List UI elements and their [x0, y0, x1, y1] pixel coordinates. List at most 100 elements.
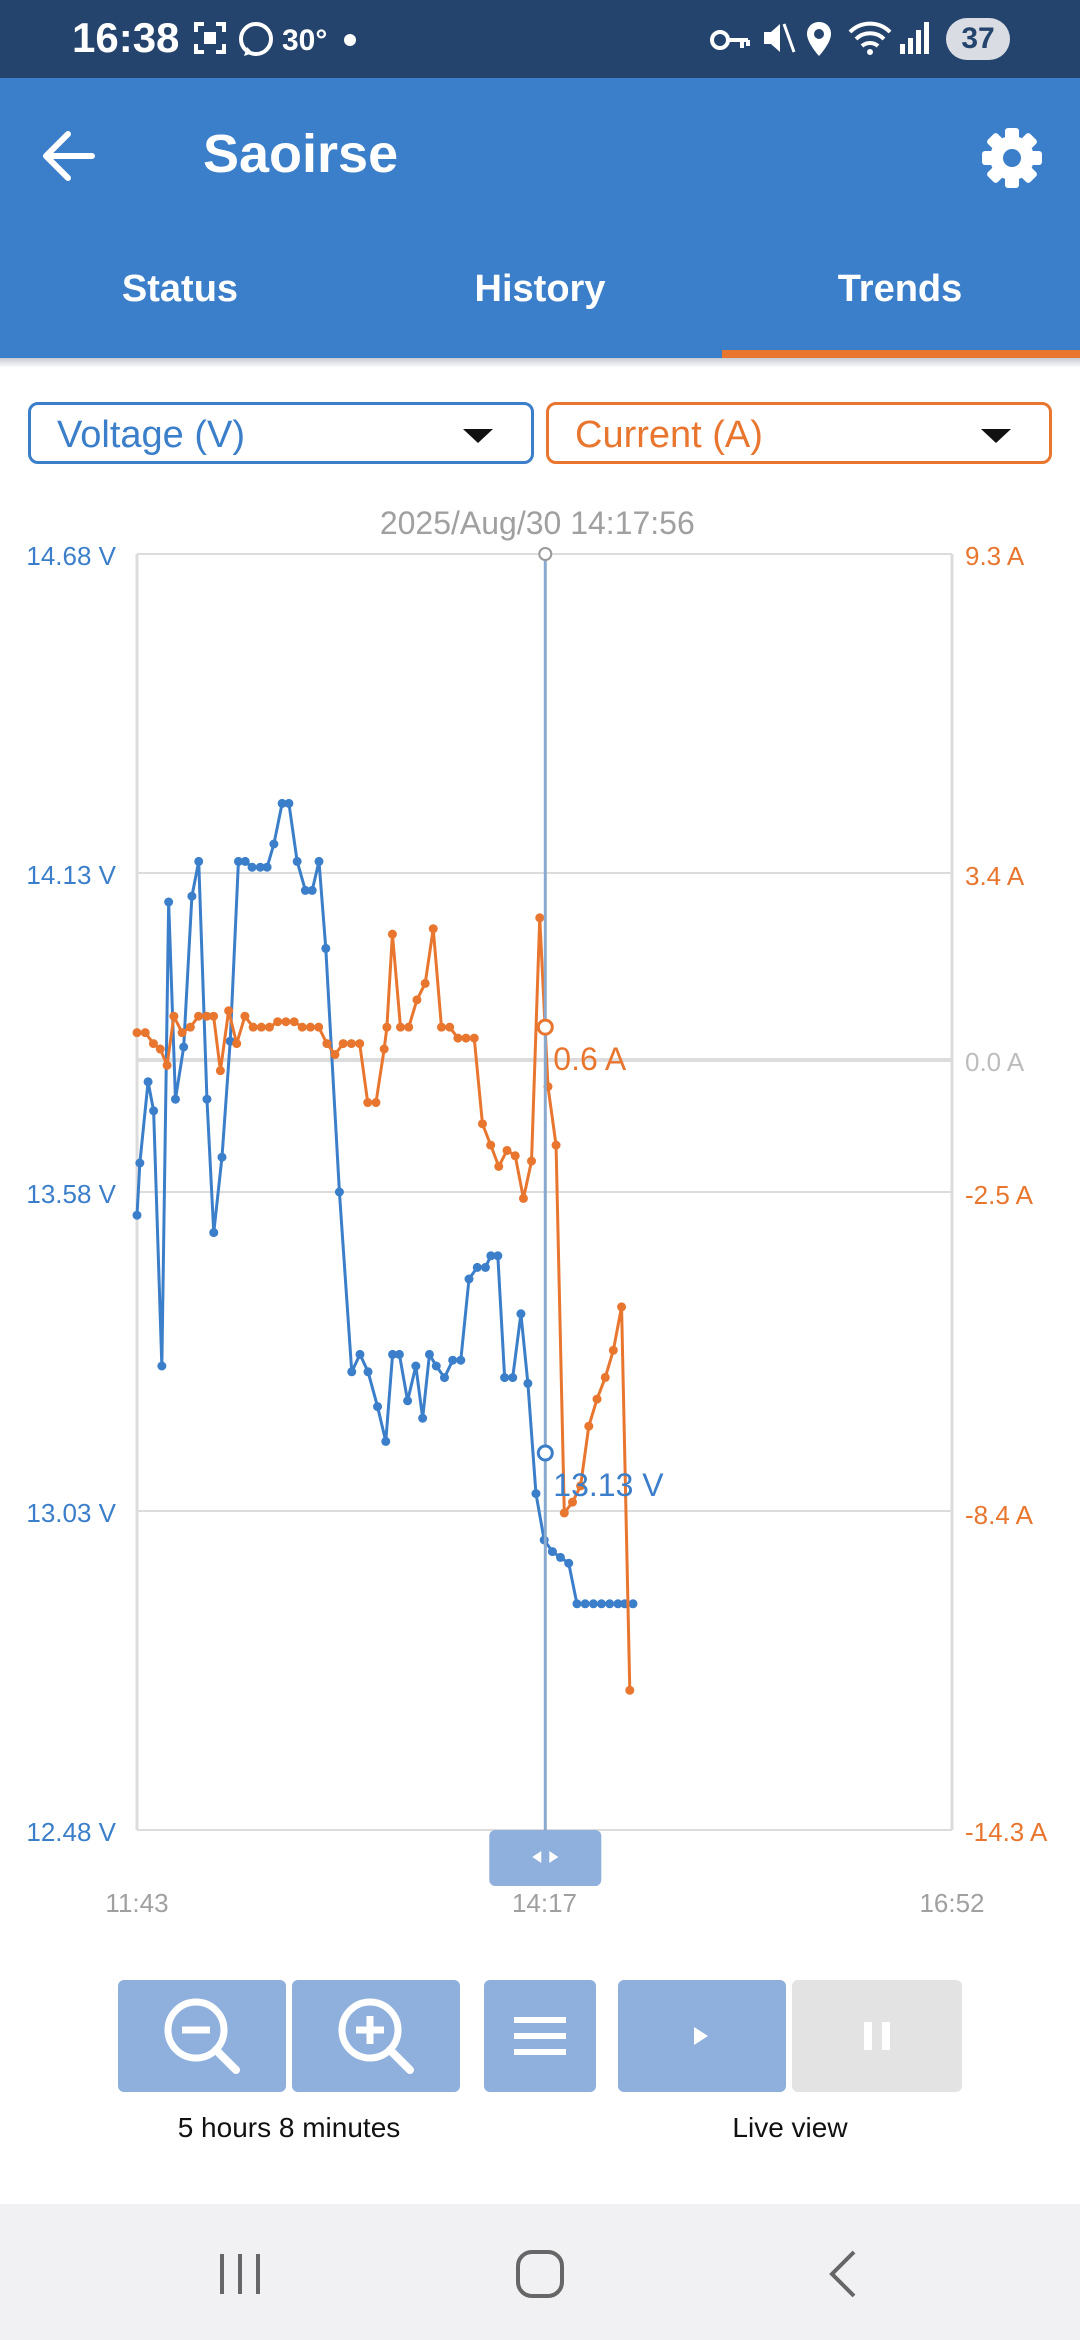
current-data-point [382, 1022, 392, 1032]
right-axis-select[interactable]: Current (A) [546, 402, 1052, 464]
voltage-series [132, 798, 638, 1609]
chevron-down-icon [981, 429, 1011, 443]
signal-icon [900, 22, 929, 54]
current-data-point [608, 1345, 618, 1355]
current-data-point [617, 1302, 627, 1312]
current-data-point [322, 1039, 332, 1049]
left-axis-tick-label: 14.68 V [26, 541, 116, 571]
voltage-data-point [149, 1106, 159, 1116]
voltage-data-point [418, 1413, 428, 1423]
cursor-voltage-readout: 13.13 V [553, 1467, 664, 1503]
back-nav-icon[interactable] [818, 2246, 868, 2302]
voltage-data-point [480, 1262, 490, 1272]
vpn-key-icon [710, 30, 750, 50]
x-axis-tick-label: 16:52 [919, 1888, 984, 1918]
voltage-data-point [403, 1396, 413, 1406]
x-axis-tick-label: 11:43 [105, 1888, 168, 1918]
voltage-data-point [424, 1349, 434, 1359]
right-axis-select-label: Current (A) [575, 414, 763, 456]
menu-button[interactable] [484, 1980, 596, 2092]
battery-indicator: 37 [946, 18, 1010, 60]
voltage-data-point [132, 1210, 142, 1220]
current-data-point [155, 1044, 165, 1054]
voltage-data-point [179, 1042, 189, 1052]
app-bar: Saoirse Status History Trends [0, 78, 1080, 358]
left-axis-tick-label: 13.03 V [26, 1498, 116, 1528]
voltage-data-point [143, 1077, 153, 1087]
current-data-point [314, 1022, 324, 1032]
voltage-data-point [431, 1361, 441, 1371]
tab-history[interactable]: History [360, 268, 720, 311]
current-data-point [215, 1066, 225, 1076]
recents-icon[interactable] [210, 2248, 270, 2300]
current-data-point [297, 1022, 307, 1032]
live-view-caption: Live view [732, 2112, 848, 2143]
voltage-data-point [448, 1355, 458, 1365]
tab-status[interactable]: Status [0, 268, 360, 311]
trend-chart[interactable]: 14.68 V 14.13 V 13.58 V 13.03 V 12.48 V 9.3 … [0, 500, 1080, 1940]
current-data-point [420, 978, 430, 988]
current-data-point [330, 1050, 340, 1060]
current-data-point [576, 1481, 586, 1491]
current-data-point [486, 1140, 496, 1150]
zoom-out-button[interactable] [118, 1980, 286, 2092]
gear-icon[interactable] [972, 118, 1052, 198]
current-data-point [428, 924, 438, 934]
current-data-point [584, 1421, 594, 1431]
voltage-data-point [262, 862, 272, 872]
current-data-point [387, 929, 397, 939]
screenshot-icon [194, 22, 226, 54]
voltage-data-point [628, 1599, 638, 1609]
voltage-data-point [500, 1373, 510, 1383]
right-axis-tick-label: -2.5 A [965, 1180, 1034, 1210]
voltage-data-point [363, 1367, 373, 1377]
x-axis-tick-label: 14:17 [512, 1888, 577, 1918]
current-data-point [625, 1685, 635, 1695]
zoom-in-button[interactable] [292, 1980, 460, 2092]
current-data-point [194, 1011, 204, 1021]
voltage-data-point [464, 1274, 474, 1284]
current-data-point [264, 1022, 274, 1032]
current-data-point [527, 1156, 537, 1166]
voltage-data-point [523, 1378, 533, 1388]
left-axis-select-label: Voltage (V) [57, 414, 245, 456]
current-data-point [289, 1017, 299, 1027]
status-bar: 16:38 30° 37 [0, 0, 1080, 78]
hamburger-menu-icon [514, 2017, 566, 2055]
current-data-point [469, 1033, 479, 1043]
play-button[interactable] [618, 1980, 786, 2092]
voltage-data-point [588, 1599, 598, 1609]
current-data-point [453, 1033, 463, 1043]
right-axis-tick-label: 0.0 A [965, 1047, 1025, 1077]
chevron-down-icon [463, 429, 493, 443]
tab-label: Trends [837, 268, 963, 310]
back-arrow-icon[interactable] [30, 118, 106, 194]
current-data-point [371, 1098, 381, 1108]
current-data-point [494, 1161, 504, 1171]
voltage-data-point [580, 1599, 590, 1609]
tab-trends[interactable]: Trends [720, 268, 1080, 311]
current-data-point [162, 1060, 172, 1070]
location-icon [807, 22, 831, 56]
right-axis-tick-label: -14.3 A [965, 1817, 1048, 1847]
current-data-point [248, 1022, 258, 1032]
current-data-point [404, 1022, 414, 1032]
cursor-drag-handle[interactable] [489, 1830, 602, 1886]
status-temperature: 30° [282, 24, 328, 57]
voltage-data-point [233, 856, 243, 866]
home-icon[interactable] [510, 2246, 570, 2302]
voltage-data-point [307, 885, 317, 895]
current-data-point [395, 1022, 405, 1032]
current-data-point [535, 913, 545, 923]
current-data-point [600, 1372, 610, 1382]
current-data-point [551, 1140, 561, 1150]
voltage-data-point [596, 1599, 606, 1609]
left-axis-select[interactable]: Voltage (V) [28, 402, 534, 464]
voltage-data-point [555, 1552, 565, 1562]
current-data-point [185, 1022, 195, 1032]
current-data-point [132, 1028, 142, 1038]
pause-button[interactable] [792, 1980, 962, 2092]
current-data-point [224, 1006, 234, 1016]
voltage-data-point [187, 891, 197, 901]
voltage-data-point [411, 1361, 421, 1371]
